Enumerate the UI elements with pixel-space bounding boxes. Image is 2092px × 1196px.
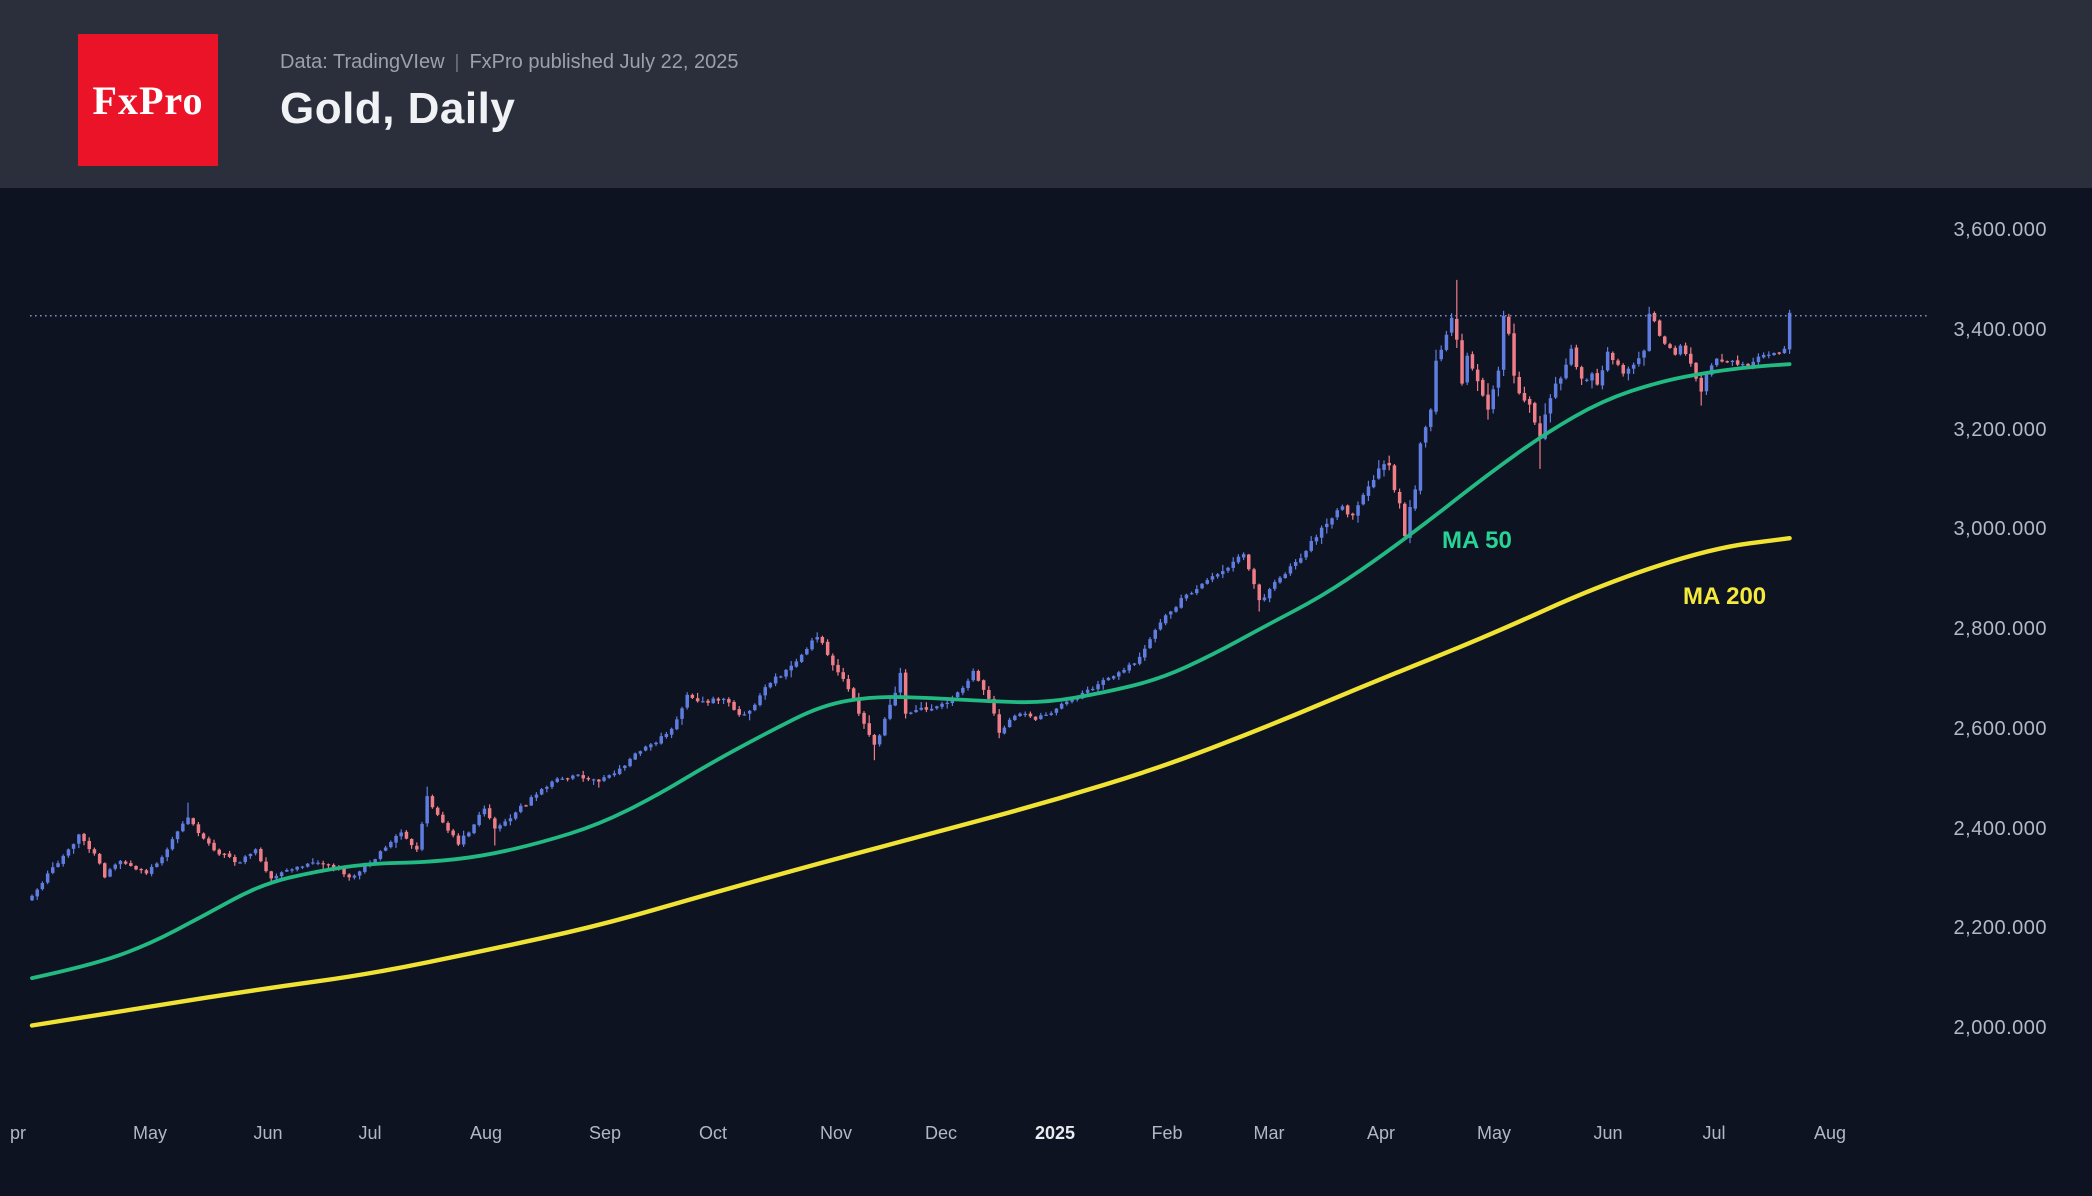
source-line: Data: TradingVIew | FxPro published July 2… bbox=[280, 48, 739, 76]
y-axis-label: 2,200.000 bbox=[1953, 917, 2047, 940]
x-axis-label: Apr bbox=[1366, 1123, 1396, 1143]
x-axis-label: Jun bbox=[1593, 1123, 1623, 1143]
ma50-label: MA 50 bbox=[1442, 527, 1512, 554]
page-title: Gold, Daily bbox=[280, 84, 516, 133]
x-axis-label: Aug bbox=[469, 1123, 503, 1143]
y-axis-label: 3,400.000 bbox=[1953, 318, 2047, 341]
y-axis-label: 2,000.000 bbox=[1953, 1017, 2047, 1039]
x-axis-label: Nov bbox=[819, 1123, 853, 1143]
fxpro-logo-text: FxPro bbox=[92, 77, 204, 123]
x-axis-label: pr bbox=[9, 1123, 27, 1143]
x-axis-label: May bbox=[132, 1123, 168, 1143]
y-axis-label: 2,800.000 bbox=[1953, 618, 2047, 640]
x-axis-label: Dec bbox=[924, 1123, 958, 1143]
x-axis-label: Oct bbox=[698, 1123, 728, 1143]
y-axis-label: 3,600.000 bbox=[1953, 219, 2047, 241]
x-axis-label: Jul bbox=[358, 1123, 382, 1143]
ma200-label: MA 200 bbox=[1683, 583, 1767, 610]
chart-area: 3,600.000 3,400.000 3,200.000 3,000.000 2,80… bbox=[0, 188, 2092, 1196]
data-source-text: Data: TradingVIew bbox=[280, 51, 445, 73]
x-axis-label: 2025 bbox=[1034, 1123, 1076, 1143]
source-separator: | bbox=[454, 52, 460, 73]
x-axis-label: Jun bbox=[253, 1123, 283, 1143]
x-axis-label: Sep bbox=[588, 1123, 622, 1143]
x-axis-label: Mar bbox=[1253, 1123, 1285, 1143]
x-axis-label: May bbox=[1476, 1123, 1512, 1143]
x-axis-label: Jul bbox=[1702, 1123, 1726, 1143]
chart-canvas bbox=[29, 279, 1930, 1028]
fxpro-logo: FxPro bbox=[78, 34, 218, 166]
published-text: FxPro published July 22, 2025 bbox=[469, 51, 739, 73]
x-axis-label: Feb bbox=[1151, 1123, 1183, 1143]
y-axis-label: 3,000.000 bbox=[1953, 518, 2047, 541]
header-bar: FxPro Data: TradingVIew | FxPro published … bbox=[0, 0, 2092, 188]
x-axis-label: Aug bbox=[1813, 1123, 1847, 1143]
y-axis-label: 2,600.000 bbox=[1953, 717, 2047, 740]
y-axis-label: 3,200.000 bbox=[1953, 418, 2047, 441]
y-axis-label: 2,400.000 bbox=[1953, 817, 2047, 840]
